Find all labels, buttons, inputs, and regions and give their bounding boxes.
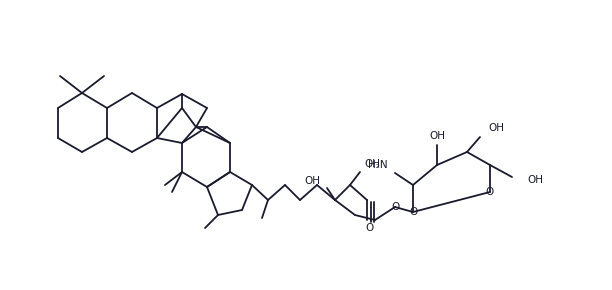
Text: O: O bbox=[409, 207, 417, 217]
Text: O: O bbox=[486, 187, 494, 197]
Text: OH: OH bbox=[364, 159, 380, 169]
Text: O: O bbox=[366, 223, 374, 233]
Text: OH: OH bbox=[488, 123, 504, 133]
Text: OH: OH bbox=[304, 176, 320, 186]
Text: OH: OH bbox=[527, 175, 543, 185]
Text: H₂N: H₂N bbox=[368, 160, 388, 170]
Text: OH: OH bbox=[429, 131, 445, 141]
Text: O: O bbox=[391, 202, 399, 212]
